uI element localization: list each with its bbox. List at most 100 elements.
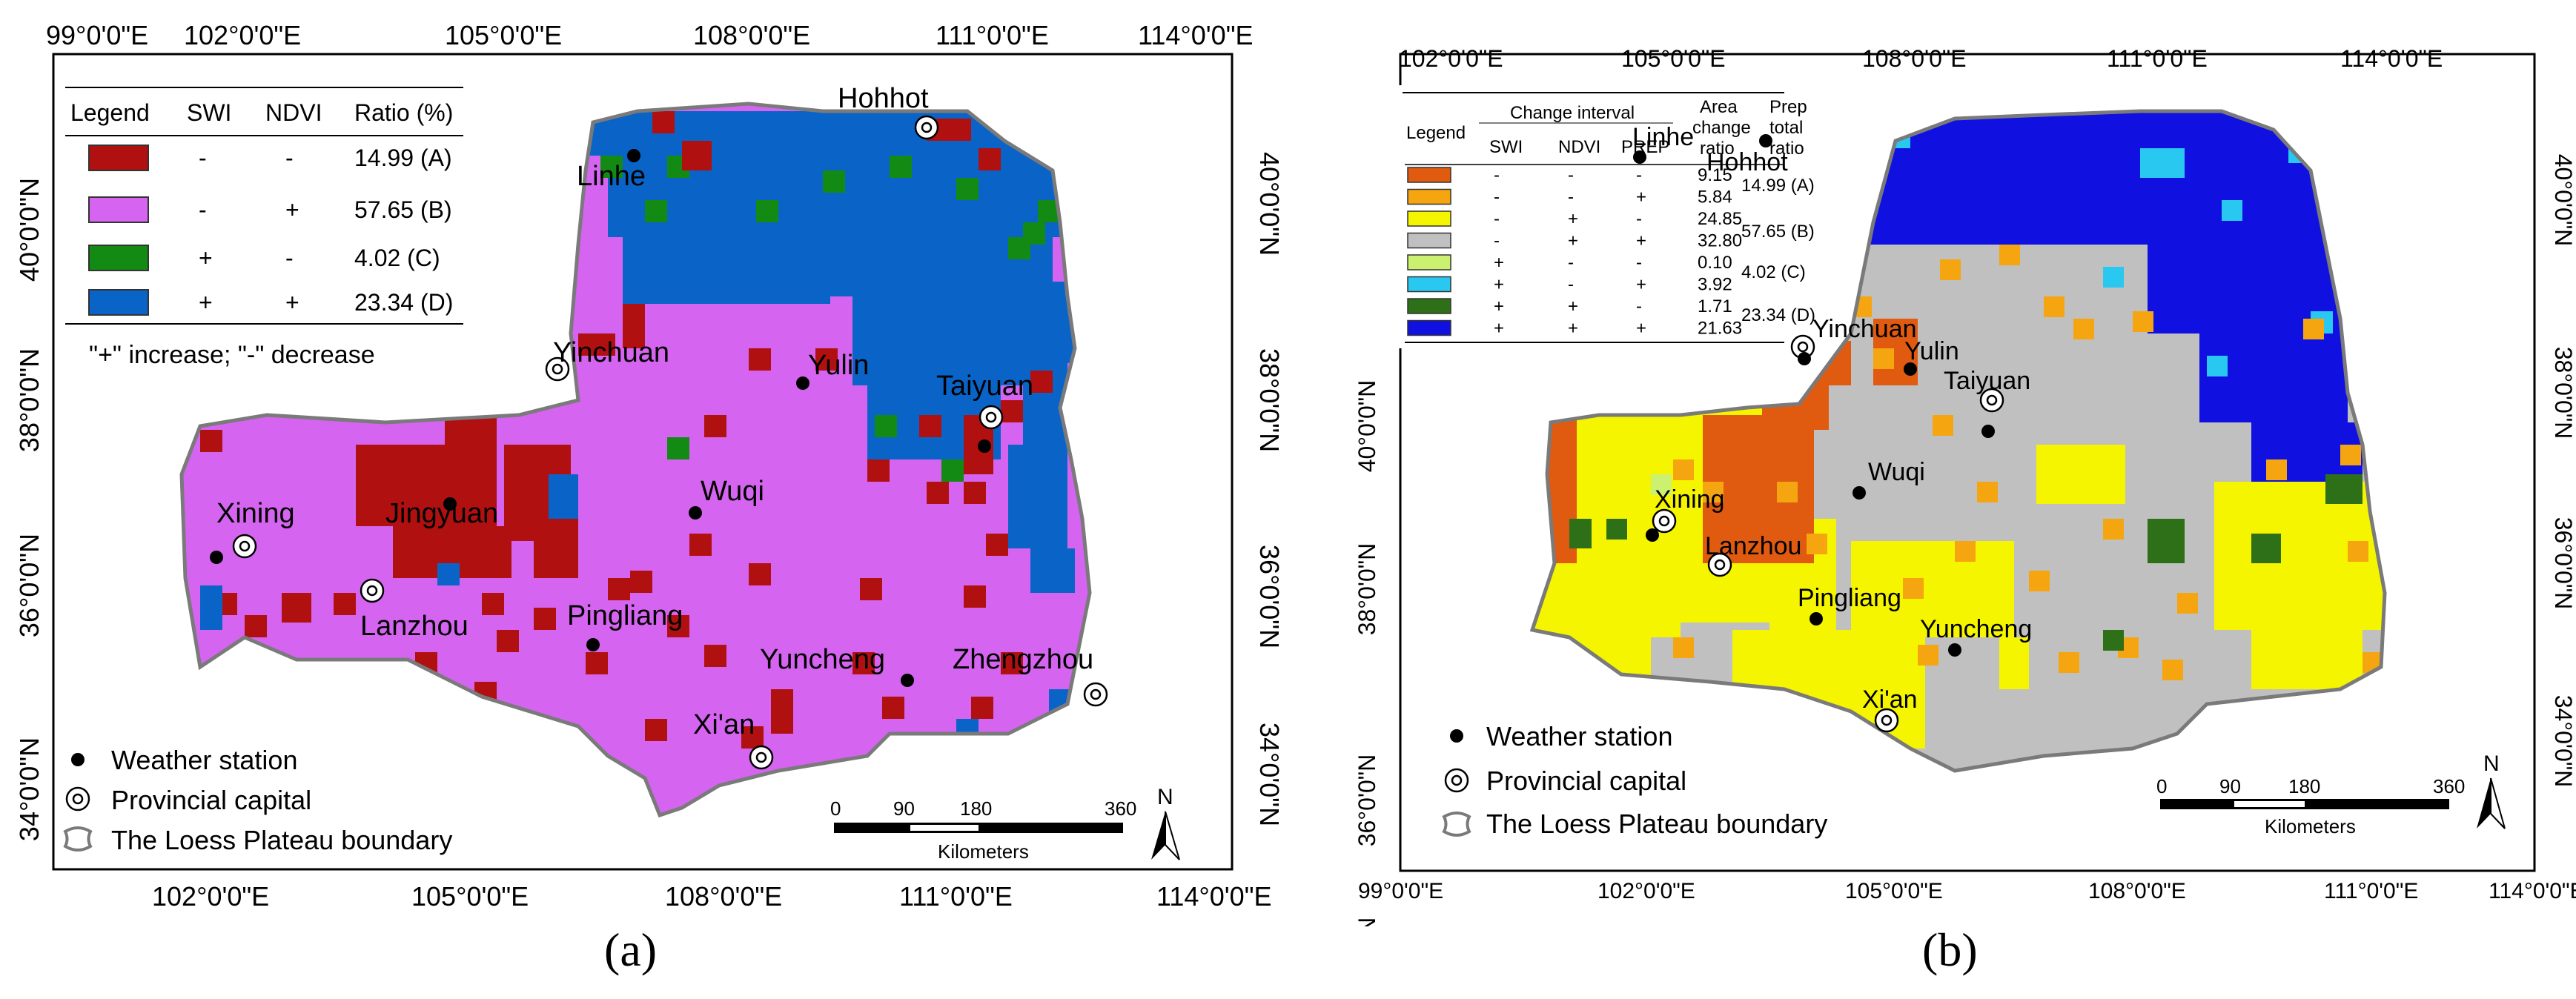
legend-area-value: 5.84 [1698,187,1732,208]
scale-tick-360: 360 [1105,797,1136,820]
class-c-cell [756,200,778,222]
legend-prep-value: - [1636,296,1642,316]
legend-ratio-value: 23.34 (D) [354,289,453,316]
legend-swatch-b-inc-inc-dec [1407,298,1451,314]
legend-swatch-b-inc-inc-inc [1407,319,1451,336]
class-dec-dec-inc-cell [2103,519,2124,540]
class-d-cell [956,719,979,741]
provincial-capital-marker-inner [552,363,563,375]
bottom-tick-label: 111°0'0"E [899,881,1013,912]
bottom-tick-label: 102°0'0"E [152,881,269,912]
legend-header-prep-total-2: total [1769,118,1803,138]
symbol-boundary: The Loess Plateau boundary [111,825,452,855]
left-tick-label: 40°0'0"N [14,178,44,282]
legend-ndvi-value: + [285,196,299,223]
legend-swi-value: + [1494,296,1504,316]
place-label: Hohhot [838,83,929,114]
legend-ndvi-value: - [1568,165,1574,185]
class-inc-inc-inc-cell [1851,170,2148,230]
class-a-cell [334,593,356,615]
bottom-tick-label: 108°0'0"E [2088,879,2186,903]
class-a-cell [534,519,578,578]
provincial-capital-marker [232,534,257,559]
class-inc-dec-dec-cell [1651,474,1672,495]
class-dec-dec-inc-cell [2029,571,2050,591]
legend-swatch-b-inc-dec-inc [1407,276,1451,293]
legend-ndvi-value: - [1568,187,1574,208]
bottom-tick-label: 108°0'0"E [665,881,782,912]
class-dec-dec-inc-cell [1777,482,1798,502]
class-dec-dec-inc-cell [2133,311,2153,332]
scale-tick-180: 180 [960,797,992,820]
legend-ndvi-value: - [285,145,294,171]
provincial-capital-marker [1652,508,1677,534]
class-a-cell [630,571,652,593]
place-label: Yulin [1904,337,1959,365]
top-tick-label: 102°0'0"E [1399,45,1503,72]
legend-header-legend: Legend [70,99,150,126]
legend-prep-value: - [1636,165,1642,185]
provincial-capital-marker [1707,552,1732,577]
boundary-symbol [1442,812,1471,837]
legend-ndvi-value: + [1568,319,1578,339]
bottom-tick-label: 114°0'0"E [2489,879,2576,903]
class-dec-dec-inc-cell [2059,652,2079,673]
place-label: Jingyuan [385,498,498,529]
legend-swi-value: - [1494,187,1500,208]
class-dec-dec-inc-cell [2340,445,2361,465]
class-a-cell [482,593,504,615]
class-dec-inc-dec-cell [2251,630,2363,689]
class-dec-dec-inc-cell [1999,245,2020,265]
legend-note: "+" increase; "-" decrease [89,341,375,369]
top-tick-label: 108°0'0"E [1862,45,1967,72]
legend-swatch-d [88,289,149,316]
class-dec-dec-inc-cell [1903,578,1924,599]
class-d-cell [852,296,1030,385]
top-tick-label: 111°0'0"E [936,20,1049,50]
svg-text:N: N [1157,785,1173,809]
class-a-cell [578,333,615,356]
right-tick-label: 40°0'0"N [2550,154,2576,247]
class-a-cell [704,415,726,437]
top-tick-label: 102°0'0"E [184,20,301,50]
legend-swatch-a [88,145,149,171]
class-a-cell [771,689,793,734]
class-inc-inc-dec-cell [1606,519,1627,540]
provincial-capital-marker-inner [1797,341,1809,353]
class-dec-dec-inc-cell [1977,482,1998,502]
weather-station-marker [1981,425,1995,438]
legend-area-value: 9.15 [1698,165,1732,185]
class-inc-inc-inc-cell [2199,333,2348,422]
right-tick-label: 36°0'0"N [1254,545,1285,648]
legend-area-value: 0.10 [1698,253,1732,273]
place-label: Yulin [808,350,869,381]
class-dec-dec-inc-cell [2177,593,2198,614]
legend-swi-value: + [1494,253,1504,273]
weather-station-marker [1646,528,1659,542]
provincial-capital-marker [360,578,385,603]
legend-swatch-b-dec-dec-dec [1407,167,1451,183]
legend-header-area-3: ratio [1700,139,1735,159]
bottom-tick-label: 111°0'0"E [2324,879,2418,903]
legend-ndvi-value: + [1568,209,1578,229]
class-c-cell [667,437,689,459]
class-a-cell [986,534,1008,556]
top-tick-label: 114°0'0"E [2340,45,2443,72]
class-a-cell [1030,371,1053,393]
legend-swi-value: + [199,245,213,271]
weather-station-marker [1948,643,1961,657]
class-dec-inc-dec-cell [2036,445,2125,504]
weather-station-marker [627,149,640,162]
provincial-capital-marker-inner [1881,714,1893,726]
right-tick-label: 40°0'0"N [1254,152,1285,256]
weather-station-symbol [1450,729,1463,743]
class-a-cell [608,578,630,600]
legend-ndvi-value: + [285,289,299,316]
map-frame [52,53,1234,871]
place-label: Taiyuan [1944,367,2030,395]
class-dec-dec-inc-cell [1933,415,1953,436]
provincial-capital-marker [979,405,1004,430]
class-a-cell [927,482,949,504]
legend-swatch-b-dec-inc-inc [1407,232,1451,249]
legend-header-area-2: change [1692,118,1751,138]
